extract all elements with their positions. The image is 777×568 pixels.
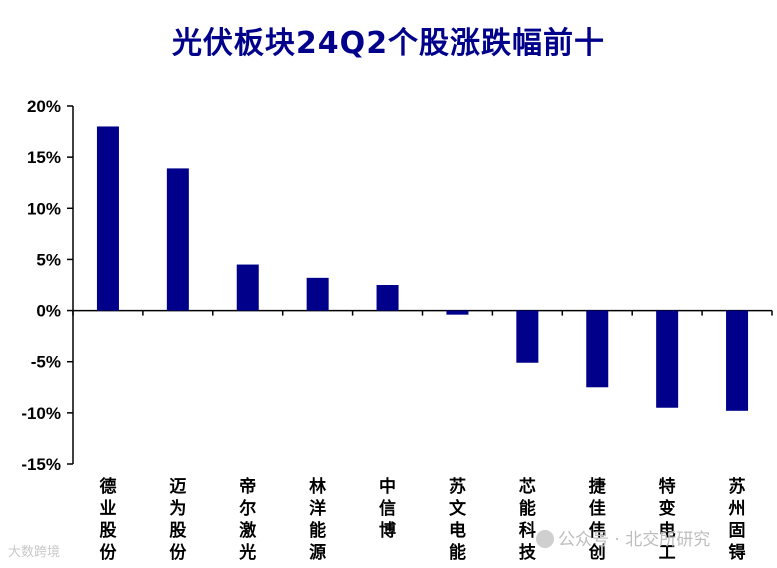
y-tick-label: -15%: [21, 455, 61, 474]
watermark-right-text: 公众号 · 北交所研究: [558, 530, 711, 550]
bar: [586, 310, 609, 388]
bar: [96, 126, 119, 311]
y-tick-label: 10%: [27, 199, 61, 218]
category-label: 帝尔激光: [238, 476, 256, 563]
category-label: 林洋能源: [309, 476, 326, 563]
bar: [726, 310, 749, 411]
y-tick-label: 15%: [27, 148, 61, 167]
category-label: 捷佳伟创: [588, 476, 607, 563]
bar: [306, 277, 329, 311]
category-label: 苏州固锝: [728, 476, 746, 563]
watermark-left-text: 大数跨境: [8, 545, 61, 560]
wechat-icon: [536, 530, 554, 548]
chart-title: 光伏板块24Q2个股涨跌幅前十: [171, 26, 606, 61]
y-tick-label: 0%: [36, 302, 61, 321]
y-tick-label: 20%: [27, 97, 61, 116]
category-label: 苏文电能: [449, 476, 467, 563]
bar: [236, 264, 259, 311]
category-label: 中信博: [379, 476, 396, 541]
bar: [446, 310, 469, 315]
y-tick-label: -5%: [31, 353, 61, 372]
category-label: 迈为股份: [169, 477, 187, 563]
bar: [376, 285, 399, 311]
y-tick-label: -10%: [21, 404, 61, 423]
y-tick-label: 5%: [36, 250, 61, 269]
bar: [166, 168, 189, 311]
bar: [656, 310, 679, 408]
category-label: 芯能科技: [519, 476, 537, 563]
bar: [516, 310, 539, 363]
category-label: 德业股份: [99, 476, 117, 563]
watermark-right: 公众号 · 北交所研究: [536, 525, 710, 550]
category-label: 特变电工: [659, 476, 676, 563]
watermark-left: 大数跨境: [8, 541, 60, 560]
